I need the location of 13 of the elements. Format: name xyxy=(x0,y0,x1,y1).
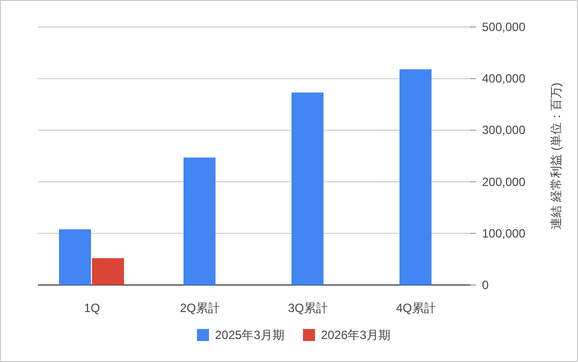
y-tick-label: 100,000 xyxy=(482,226,526,240)
y-tick-label: 0 xyxy=(482,278,489,292)
y-tick-label: 200,000 xyxy=(482,174,526,189)
y-tick-label: 500,000 xyxy=(482,20,526,34)
x-tick-label: 2Q累計 xyxy=(180,301,220,315)
x-tick-label: 4Q累計 xyxy=(396,301,436,315)
y-tick-label: 300,000 xyxy=(482,123,526,138)
x-tick-label: 3Q累計 xyxy=(288,301,328,315)
x-tick-label: 1Q xyxy=(84,301,100,315)
legend-label: 2025年3月期 xyxy=(215,328,284,342)
legend-label: 2026年3月期 xyxy=(321,328,390,342)
y-tick-label: 400,000 xyxy=(482,72,526,86)
y-axis-title: 連結 経常利益 (単位：百万) xyxy=(549,82,563,230)
